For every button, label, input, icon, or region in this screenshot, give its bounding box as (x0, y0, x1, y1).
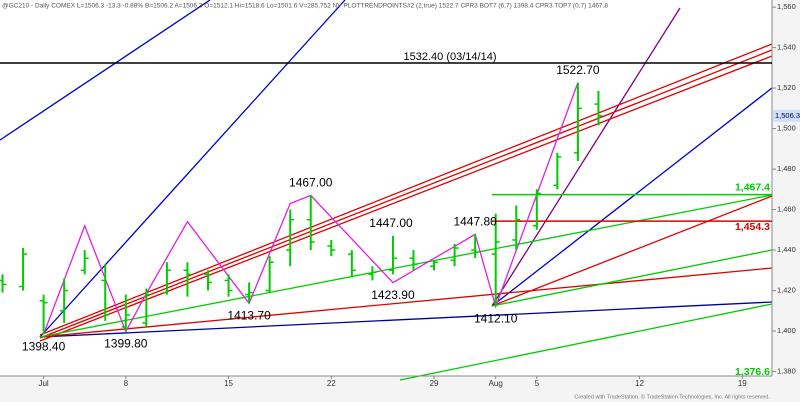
trendline (0, 0, 211, 141)
annotation: 1447.00 (369, 216, 413, 230)
x-tick-label: Aug (489, 379, 503, 388)
bars (0, 82, 603, 335)
trendline (39, 301, 773, 338)
trendline (491, 249, 773, 307)
y-tick-label: 1,460 (777, 205, 796, 214)
trendline (399, 303, 773, 381)
trendline (39, 55, 773, 342)
swing-label: 1399.80 (104, 337, 148, 351)
swing-label: 1413.70 (227, 308, 271, 322)
y-tick-label: 1,420 (777, 286, 796, 295)
y-tick-label: 1,380 (777, 367, 796, 376)
trendline (39, 49, 773, 339)
last-price-label: 1,506.3 (775, 111, 800, 120)
swing-label: 1522.70 (556, 63, 600, 77)
x-tick-label: 19 (738, 379, 747, 388)
last-price-box (773, 109, 800, 122)
plot-area (0, 0, 772, 376)
level-label: 1,467.4 (735, 181, 770, 193)
swing-label: 1467.00 (289, 176, 333, 190)
level-label: 1532.40 (03/14/14) (404, 51, 497, 63)
trendline (491, 7, 681, 307)
zigzag-line (42, 82, 579, 335)
swing-label: 1423.90 (371, 288, 415, 302)
swing-label: 1447.80 (453, 214, 497, 228)
level-label: 1,454.3 (735, 221, 770, 233)
x-tick-label: 8 (124, 379, 129, 388)
header: @GC210 - Daily COMEX L=1506.3 -13.3 -0.8… (2, 3, 608, 10)
y-tick-label: 1,540 (777, 43, 796, 52)
x-tick-label: 15 (224, 379, 233, 388)
trendline (491, 87, 773, 307)
trendline (39, 267, 773, 338)
trendline (39, 194, 773, 338)
x-tick-label: 29 (430, 379, 439, 388)
x-tick-label: 22 (327, 379, 336, 388)
swing-label: 1398.40 (22, 339, 66, 353)
credits: Created with TradeStation. © TradeStatio… (574, 393, 770, 400)
y-tick-label: 1,520 (777, 83, 796, 92)
y-tick-label: 1,400 (777, 326, 796, 335)
trendline (39, 43, 773, 336)
trendline (491, 195, 773, 307)
y-tick-label: 1,560 (777, 2, 796, 11)
trendline (39, 0, 346, 338)
level-label: 1,376.6 (735, 366, 770, 378)
y-tick-label: 1,440 (777, 245, 796, 254)
x-tick-label: 12 (635, 379, 644, 388)
x-tick-label: 5 (535, 379, 540, 388)
y-tick-label: 1,480 (777, 164, 796, 173)
y-tick-label: 1,500 (777, 124, 796, 133)
x-tick-label: Jul (38, 379, 48, 388)
swing-label: 1412.10 (474, 312, 518, 326)
trendlines (0, 0, 773, 381)
